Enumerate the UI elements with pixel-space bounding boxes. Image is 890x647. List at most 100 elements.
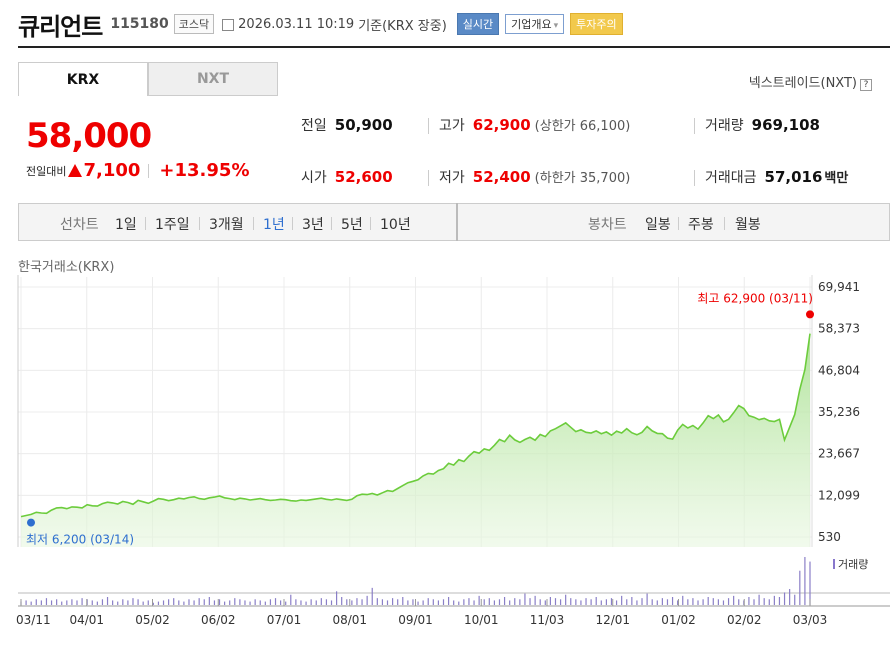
volume-bar	[91, 600, 93, 605]
line-chart-label: 선차트	[60, 217, 99, 233]
volume-bar	[249, 601, 251, 605]
candle-monthly[interactable]: 월봉	[735, 217, 761, 233]
nextrade-label: 넥스트레이드(NXT)	[748, 76, 857, 91]
stock-name: 큐리언트	[18, 12, 103, 41]
x-tick-label: 07/01	[267, 613, 302, 627]
quote-datetime: 2026.03.11 10:19	[238, 16, 355, 32]
high-value: 62,900	[472, 116, 531, 134]
candle-weekly[interactable]: 주봉	[688, 217, 714, 233]
volume-bar	[71, 599, 73, 605]
price-chart: 69,94158,37346,80435,23623,66712,099530 …	[16, 275, 890, 627]
volume-bar	[361, 599, 363, 605]
help-icon[interactable]: ?	[860, 79, 872, 91]
volume-bar	[168, 599, 170, 605]
volume-bar	[76, 600, 78, 605]
low-value: 52,400	[472, 168, 531, 186]
y-tick-label: 530	[818, 530, 841, 544]
investment-warning-badge[interactable]: 투자주의	[570, 13, 623, 35]
y-tick-label: 23,667	[818, 447, 860, 461]
x-tick-label: 03/11	[16, 613, 51, 627]
volume-bar	[371, 587, 373, 605]
chevron-down-icon: ▾	[553, 21, 559, 31]
volume-bar	[534, 595, 536, 605]
volume-bar	[549, 597, 551, 605]
open-price: 시가 52,600	[301, 167, 393, 187]
volume-bar	[351, 600, 353, 605]
volume-bar	[799, 570, 801, 605]
period-1d[interactable]: 1일	[115, 217, 137, 233]
volume-bar	[25, 600, 27, 605]
x-tick-label: 05/02	[135, 613, 170, 627]
volume-bar	[631, 597, 633, 605]
candle-chart-label: 봉차트	[588, 217, 627, 233]
volume-bar	[315, 600, 317, 605]
period-bar: 선차트 1일 1주일 3개월 1년 3년 5년 10년 봉차트 일봉 주봉 월봉	[18, 203, 890, 241]
change-percent: +13.95%	[159, 160, 250, 181]
change-divider	[148, 163, 150, 178]
realtime-button[interactable]: 실시간	[456, 13, 500, 35]
volume-bar	[259, 600, 261, 605]
period-3y[interactable]: 3년	[302, 217, 324, 233]
volume-bar	[483, 599, 485, 605]
quote-divider	[694, 118, 695, 134]
volume-bar	[305, 601, 307, 605]
low-marker	[27, 518, 35, 527]
volume-bar	[575, 599, 577, 605]
open-label: 시가	[301, 170, 327, 186]
volume-bar	[188, 599, 190, 605]
high-price: 고가 62,900 (상한가 66,100)	[439, 115, 630, 135]
volume-bar	[173, 598, 175, 605]
volume-bar	[437, 600, 440, 605]
volume-bar	[651, 599, 653, 605]
x-tick-label: 03/03	[793, 613, 828, 627]
volume-bar	[473, 600, 475, 605]
x-tick-label: 12/01	[595, 613, 630, 627]
tab-krx[interactable]: KRX	[18, 62, 148, 96]
calendar-icon	[222, 19, 235, 31]
volume-bar	[112, 600, 114, 605]
low-label: 저가	[439, 170, 465, 186]
volume-bar	[336, 591, 338, 605]
volume-bar	[442, 599, 445, 605]
period-divider	[724, 217, 725, 230]
volume-bar	[570, 598, 572, 605]
volume-bar	[402, 597, 404, 605]
volume-bar	[106, 597, 109, 605]
period-divider	[145, 217, 146, 230]
period-5y[interactable]: 5년	[341, 217, 363, 233]
volume-bar	[178, 600, 180, 605]
tab-nxt[interactable]: NXT	[148, 62, 278, 96]
volume-bar	[763, 598, 765, 605]
candle-daily[interactable]: 일봉	[645, 217, 671, 233]
volume-bar	[50, 600, 53, 605]
volume-bar	[280, 600, 282, 605]
open-value: 52,600	[334, 168, 393, 186]
y-tick-label: 46,804	[818, 363, 860, 377]
up-arrow-icon	[68, 164, 83, 177]
volume-bar	[397, 599, 399, 605]
period-10y[interactable]: 10년	[380, 217, 411, 233]
volume-bar	[45, 598, 48, 605]
volume-bar	[391, 598, 394, 605]
y-tick-label: 12,099	[818, 488, 860, 502]
lower-limit-close: )	[625, 171, 631, 186]
volume-bar	[66, 600, 68, 605]
period-1w[interactable]: 1주일	[155, 217, 190, 233]
company-overview-button[interactable]: 기업개요 ▾	[505, 14, 565, 34]
volume-bar	[636, 600, 638, 605]
nextrade-link[interactable]: 넥스트레이드(NXT)?	[749, 72, 872, 91]
volume-bar	[524, 593, 526, 605]
volume-bar	[804, 557, 806, 605]
volume-bar	[687, 599, 689, 605]
stock-code: 115180	[110, 16, 169, 32]
volume-bar	[447, 597, 450, 605]
chart-source-label: 한국거래소(KRX)	[18, 260, 115, 275]
period-3m[interactable]: 3개월	[209, 217, 244, 233]
change-label: 전일대비	[26, 164, 67, 178]
lower-limit-label: (하한가	[534, 171, 576, 186]
x-axis: 03/11 04/01 05/02 06/02 07/01 08/01 09/01 10/01…	[16, 599, 827, 627]
volume-bar	[40, 600, 42, 605]
period-1y[interactable]: 1년	[263, 217, 285, 233]
volume-bar	[295, 599, 297, 605]
volume-bar	[559, 599, 562, 605]
